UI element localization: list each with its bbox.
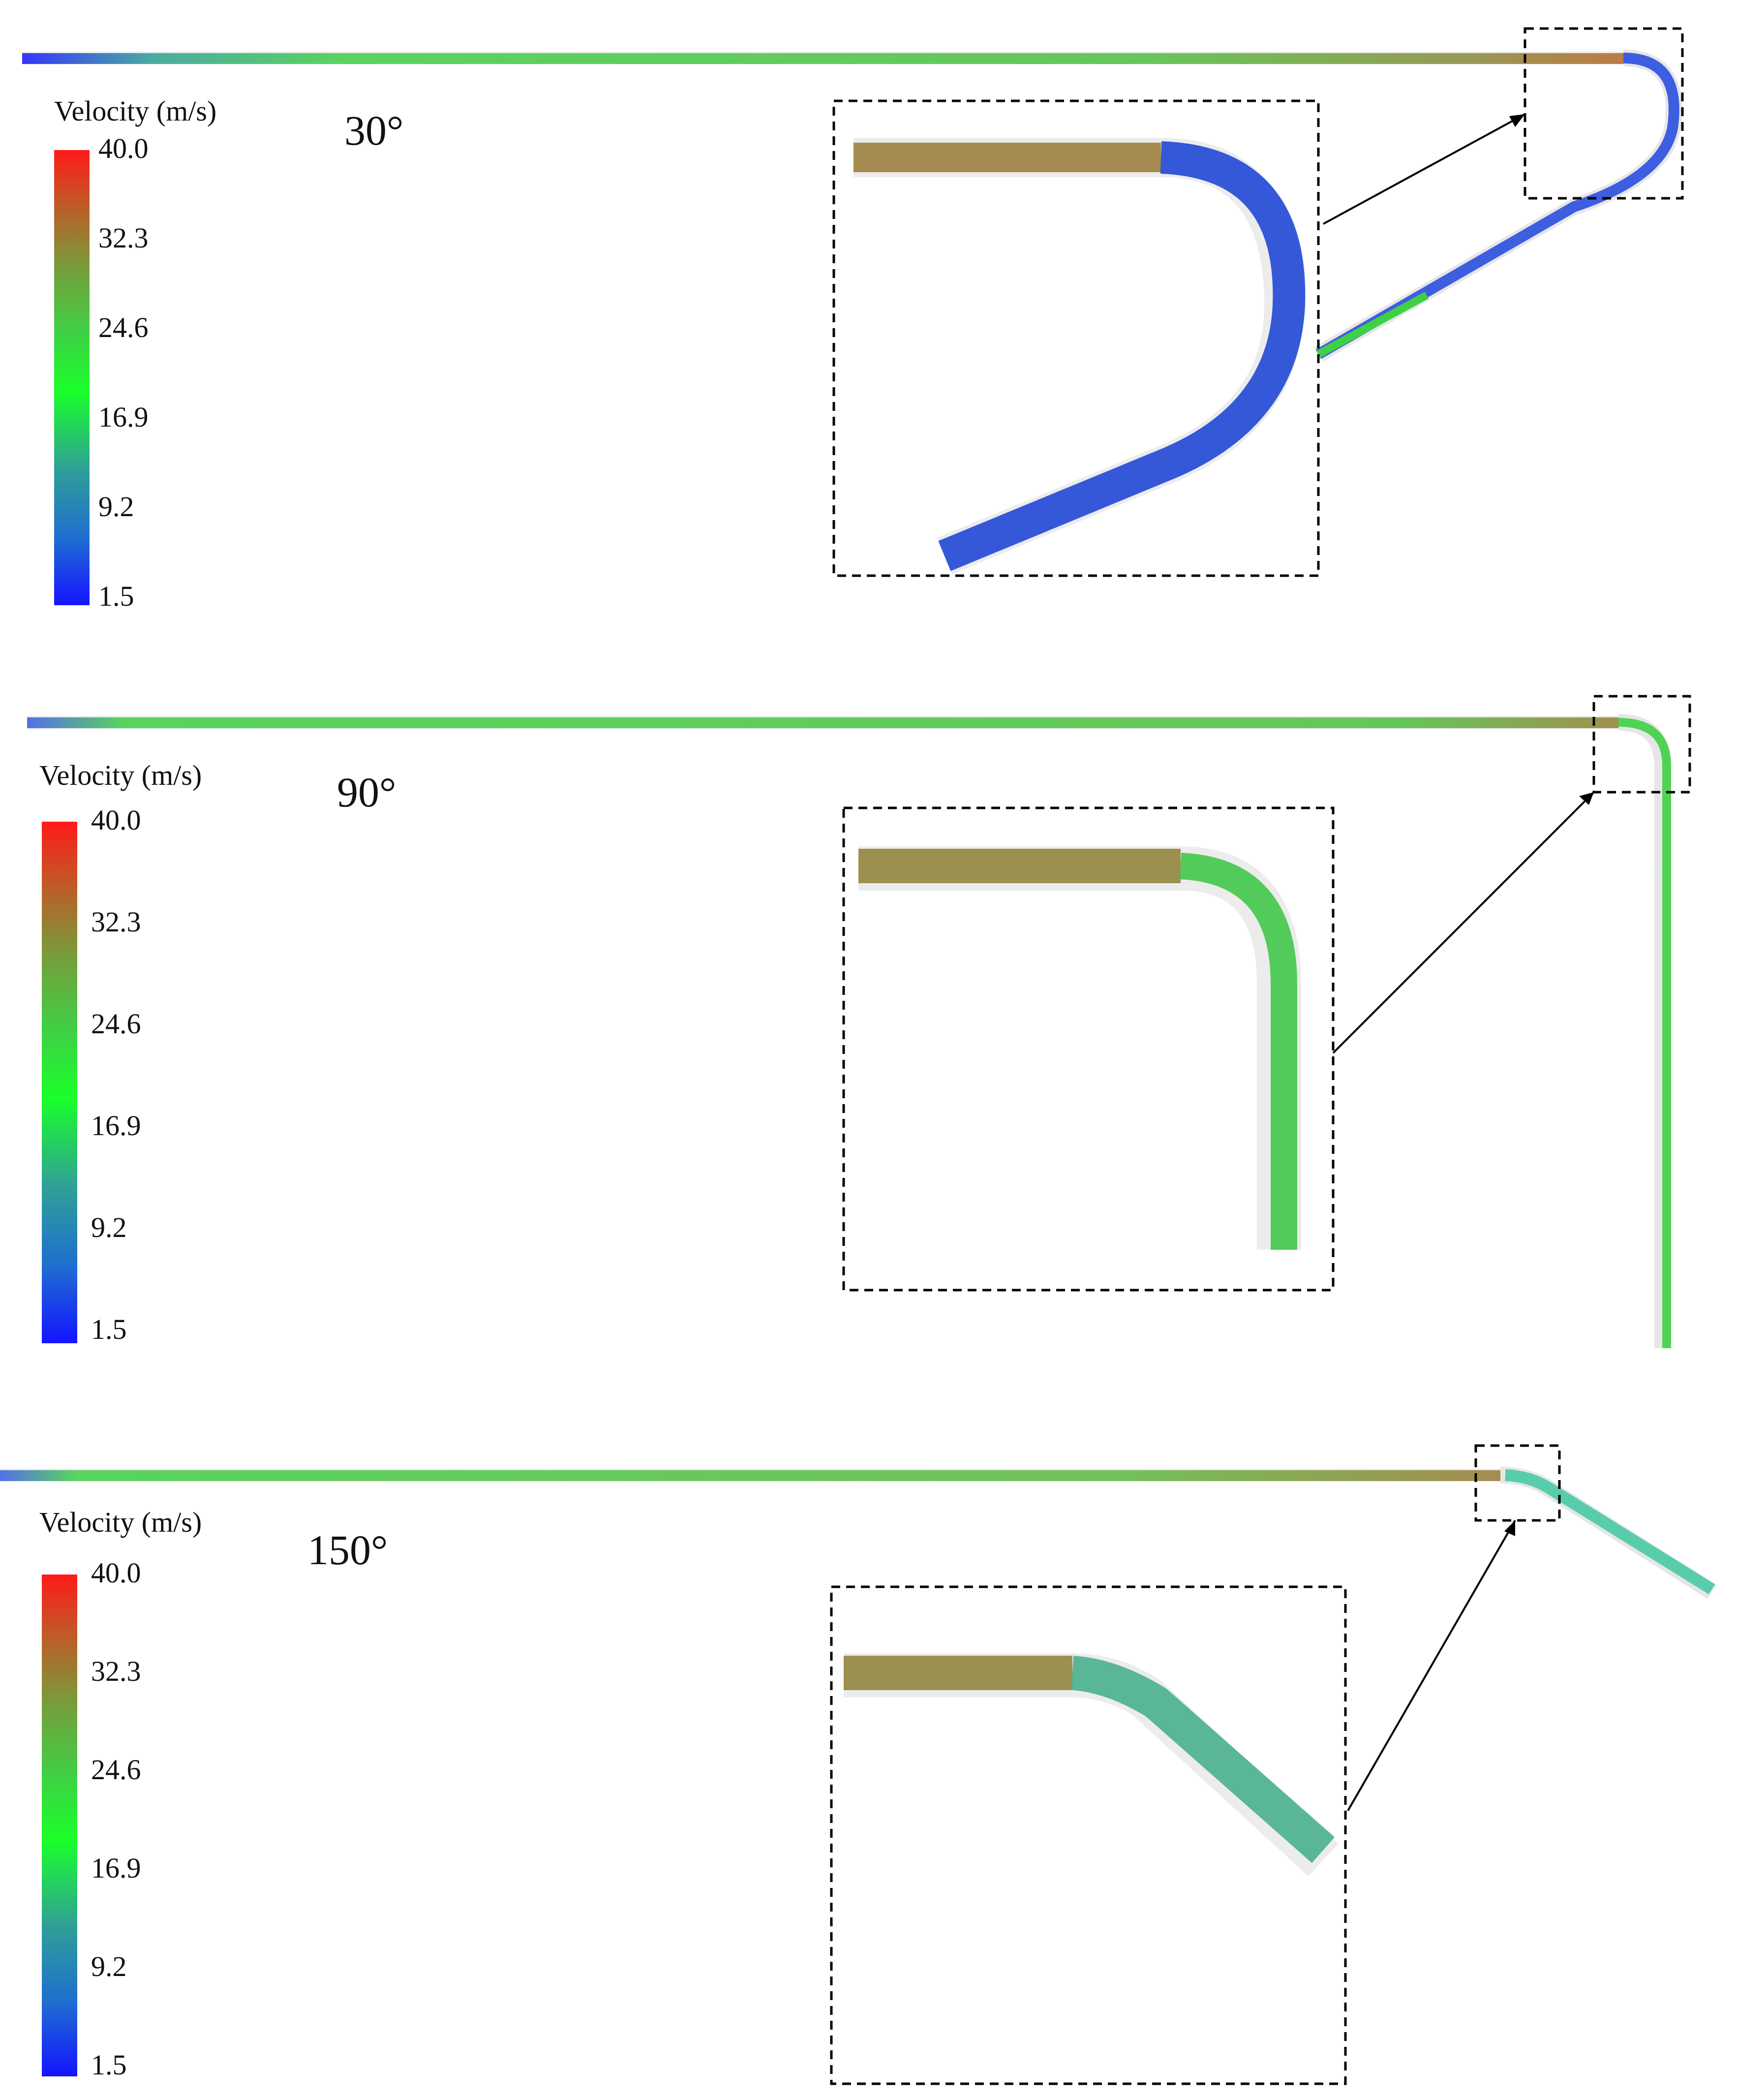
tick-label: 24.6	[91, 1008, 141, 1040]
tick-label: 40.0	[91, 1557, 141, 1589]
tick-label: 40.0	[91, 804, 141, 836]
pipe-flow-graphic-90	[27, 695, 1691, 1348]
tick-label: 16.9	[91, 1110, 141, 1142]
tick-label: 16.9	[91, 1852, 141, 1884]
tick-label: 40.0	[98, 132, 149, 164]
inset-box	[830, 1585, 1347, 2085]
pipe-flow-graphic-150	[0, 1444, 1717, 2085]
tick-label: 24.6	[91, 1754, 141, 1786]
inset-box	[842, 806, 1335, 1292]
angle-label: 90°	[337, 769, 396, 816]
zoom-region-box	[1524, 27, 1684, 200]
tick-label: 32.3	[91, 1655, 141, 1687]
particle-stream-bend	[1505, 1469, 1715, 1595]
particle-stream	[0, 1470, 1510, 1481]
panel-30deg: Velocity (m/s) 30° 40.0 32.3 24.6 16.9 9…	[0, 0, 1737, 630]
pipe-flow-graphic-30	[22, 27, 1684, 577]
tick-label: 9.2	[98, 491, 134, 523]
tick-label: 24.6	[98, 311, 149, 343]
panel-150deg: Velocity (m/s) 150° 40.0 32.3 24.6 16.9 …	[0, 1427, 1737, 2100]
tick-label: 9.2	[91, 1211, 127, 1243]
zoom-arrow	[1323, 113, 1525, 225]
particle-stream-bend	[1315, 53, 1679, 359]
tick-label: 1.5	[91, 2049, 127, 2081]
particle-stream	[22, 53, 1631, 64]
zoom-region-box	[1474, 1444, 1561, 1522]
colorbar	[42, 1575, 77, 2076]
tick-label: 32.3	[91, 906, 141, 938]
inset-box	[832, 99, 1320, 577]
zoom-arrow	[1332, 791, 1595, 1054]
inset-pipe	[858, 846, 1301, 1250]
colorbar	[54, 150, 90, 605]
angle-label: 30°	[344, 107, 404, 154]
panel-90deg: Velocity (m/s) 90° 40.0 32.3 24.6 16.9 9…	[0, 669, 1737, 1368]
tick-label: 32.3	[98, 222, 149, 254]
zoom-region-box	[1592, 695, 1691, 794]
legend-title: Velocity (m/s)	[39, 759, 202, 791]
inset-particles-bend	[938, 141, 1306, 571]
zoom-arrow	[1347, 1520, 1516, 1811]
tick-label: 9.2	[91, 1950, 127, 1982]
pipe-bend	[1314, 50, 1682, 362]
particle-stream-bend	[1618, 718, 1672, 1348]
angle-label: 150°	[307, 1526, 388, 1574]
colorbar	[42, 822, 77, 1343]
tick-label: 1.5	[98, 580, 134, 612]
tick-label: 16.9	[98, 401, 149, 433]
inset-particles-bend	[1180, 853, 1297, 1250]
inset-particles-bend	[1071, 1656, 1335, 1863]
legend-title: Velocity (m/s)	[39, 1506, 202, 1538]
tick-label: 1.5	[91, 1313, 127, 1345]
legend-title: Velocity (m/s)	[54, 95, 217, 127]
pipe-bend	[1618, 714, 1671, 1348]
particle-stream	[27, 717, 1641, 728]
